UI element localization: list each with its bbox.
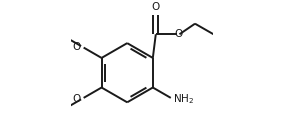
Text: O: O (175, 29, 183, 39)
Text: O: O (73, 42, 81, 52)
Text: NH$_2$: NH$_2$ (174, 92, 195, 106)
Text: O: O (73, 94, 81, 104)
Text: O: O (152, 2, 160, 12)
